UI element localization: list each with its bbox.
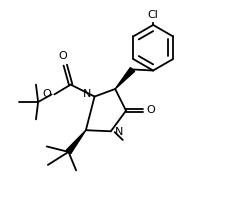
Text: O: O [146, 105, 155, 115]
Polygon shape [115, 67, 134, 89]
Text: Cl: Cl [147, 10, 158, 20]
Text: O: O [58, 51, 67, 61]
Text: N: N [114, 127, 123, 137]
Text: O: O [42, 89, 51, 99]
Polygon shape [66, 130, 86, 154]
Text: N: N [83, 89, 91, 99]
